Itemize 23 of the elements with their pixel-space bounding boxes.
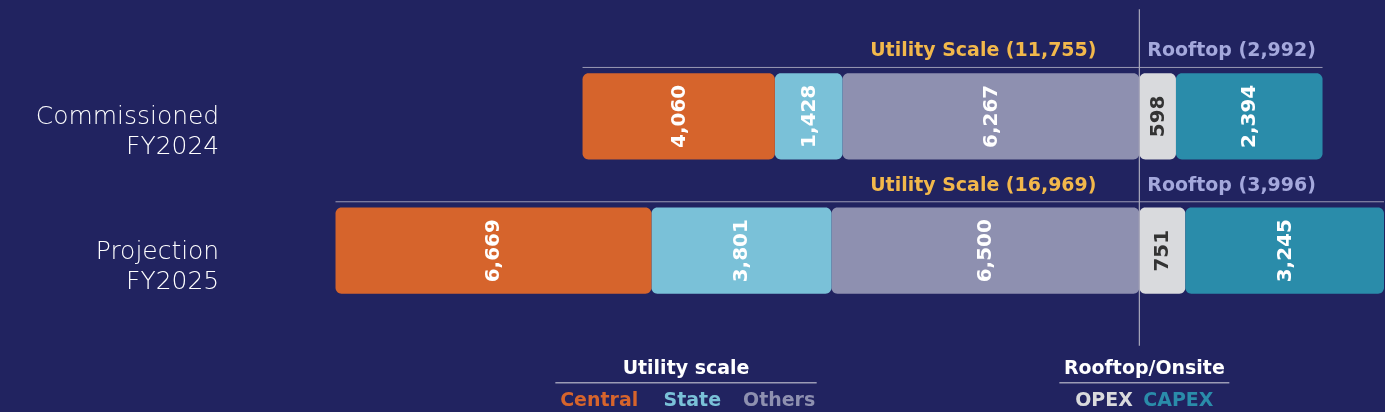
annotation: Rooftop (3,996) <box>1147 172 1316 195</box>
annotation: Utility Scale (16,969) <box>870 172 1097 195</box>
text: State <box>663 387 721 410</box>
annotation: Rooftop (2,992) <box>1147 38 1316 61</box>
legend-title: Rooftop/Onsite <box>1063 355 1225 378</box>
data-label: 2,394 <box>1236 84 1261 148</box>
data-label: 6,669 <box>480 219 505 283</box>
legend-title: Utility scale <box>622 355 750 378</box>
data-label: 751 <box>1149 229 1174 272</box>
text: CAPEX <box>1143 387 1214 410</box>
text: Others <box>743 387 816 410</box>
data-label: 4,060 <box>665 84 690 148</box>
y-tick-label: Commissioned FY2024 <box>35 101 220 161</box>
data-label: 3,245 <box>1271 219 1296 283</box>
data-label: 6,500 <box>972 219 997 283</box>
text: OPEX <box>1075 387 1134 410</box>
annotation: Utility Scale (11,755) <box>870 38 1097 61</box>
data-label: 3,801 <box>728 219 753 283</box>
data-label: 1,428 <box>795 84 820 148</box>
text: Central <box>560 387 639 410</box>
y-tick-label: Projection FY2025 <box>95 235 220 295</box>
data-label: 598 <box>1144 95 1169 138</box>
data-label: 6,267 <box>977 84 1002 148</box>
